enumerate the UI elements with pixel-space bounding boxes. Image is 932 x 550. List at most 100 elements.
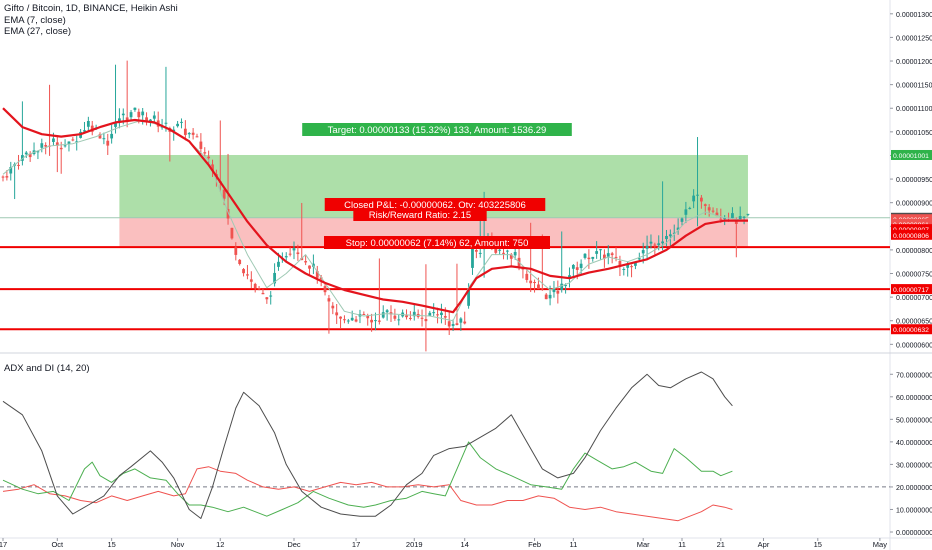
candle-body [370, 319, 373, 323]
candle-body [110, 133, 114, 139]
candle-body [377, 320, 381, 322]
candle-body [606, 253, 610, 257]
candle-body [183, 128, 187, 135]
candle-body [52, 138, 55, 142]
candle-body [595, 251, 599, 254]
risk-reward-label: Risk/Reward Ratio: 2.15 [353, 208, 487, 221]
candle-body [385, 310, 389, 313]
candle-body [428, 312, 432, 316]
candle-body [521, 268, 525, 270]
time-tick-label: 2019 [406, 540, 423, 549]
candle-body [261, 292, 265, 295]
candle-body [494, 247, 498, 253]
candle-body [28, 153, 32, 158]
candle-body [83, 130, 86, 132]
candle-body [24, 152, 28, 155]
candle-body [5, 176, 9, 178]
candle-body [544, 294, 548, 300]
candle-body [44, 145, 48, 147]
candle-body [424, 319, 428, 322]
candle-body [354, 319, 358, 322]
price-tick-label: 0.00000800 [896, 248, 932, 255]
candle-body [125, 117, 129, 121]
candle-body [502, 252, 505, 254]
candle-body [230, 227, 234, 239]
candle-body [641, 250, 645, 254]
candle-body [506, 250, 509, 252]
candle-body [455, 323, 459, 326]
candle-body [242, 269, 245, 274]
candle-body [451, 324, 455, 326]
time-tick-label: 21 [717, 540, 725, 549]
candle-body [191, 132, 195, 135]
candle-body [723, 218, 727, 220]
candle-body [552, 288, 556, 293]
candle-body [133, 107, 137, 110]
candle-body [389, 312, 393, 315]
candle-body [152, 115, 156, 119]
candle-body [463, 321, 467, 324]
candle-body [537, 284, 540, 290]
ema-fast-legend: EMA (7, close) [4, 15, 66, 26]
candle-body [187, 132, 191, 135]
closed-pnl-label-text: Closed P&L: -0.00000062, Qty: 403225806 [344, 200, 526, 211]
price-tag-bg [891, 324, 932, 335]
candle-body [513, 251, 517, 256]
candle-body [40, 143, 44, 148]
candle-body [253, 283, 257, 289]
candle-body [471, 246, 474, 268]
candle-body [603, 254, 606, 259]
candle-body [614, 256, 618, 258]
candle-body [343, 319, 346, 321]
candle-body [118, 118, 121, 122]
candle-body [661, 241, 664, 244]
adx-tick-label: 50.00000000 [896, 417, 932, 424]
candle-body [579, 263, 583, 269]
candle-body [246, 274, 249, 276]
adx-panel-title: ADX and DI (14, 20) [4, 363, 90, 374]
price-tick-label: 0.00001200 [896, 59, 932, 66]
candle-body [98, 134, 102, 139]
candle-body [304, 261, 308, 263]
candle-body [474, 250, 478, 252]
di-minus-line [2, 466, 733, 522]
target-label-bg [302, 123, 572, 136]
candle-body [548, 294, 552, 299]
candle-body [645, 245, 649, 249]
candle-body [211, 164, 214, 171]
price-tick-label: 0.00000900 [896, 201, 932, 208]
time-tick-label: Oct [51, 540, 64, 549]
candle-body [634, 262, 637, 266]
stop-label: Stop: 0.00000062 (7.14%) 62, Amount: 750 [324, 236, 550, 249]
candle-body [556, 290, 560, 294]
candle-body [374, 320, 377, 322]
time-tick-label: 11 [678, 540, 686, 549]
candle-body [90, 125, 94, 132]
candle-body [432, 312, 436, 314]
candle-body [234, 247, 238, 255]
candle-body [315, 271, 319, 278]
stop-label-text: Stop: 0.00000062 (7.14%) 62, Amount: 750 [346, 238, 529, 249]
candle-body [269, 295, 273, 297]
candle-body [630, 266, 633, 268]
candle-body [409, 317, 412, 319]
candle-body [676, 227, 680, 231]
candle-body [700, 197, 703, 202]
candle-body [164, 122, 168, 124]
candle-body [668, 234, 672, 237]
candle-body [742, 216, 746, 218]
price-tag-bg [891, 224, 932, 235]
candle-body [715, 212, 719, 217]
candle-body [222, 189, 226, 199]
price-tag-label: 0.00000717 [893, 287, 929, 294]
price-tick-label: 0.00001250 [896, 35, 932, 42]
candle-body [637, 258, 641, 260]
candle-body [323, 286, 327, 293]
candle-body [591, 256, 595, 259]
time-tick-label: Mar [637, 540, 650, 549]
time-tick-label: Dec [287, 540, 301, 549]
candle-body [195, 136, 199, 138]
price-tick-label: 0.00001300 [896, 12, 932, 19]
candle-body [180, 121, 183, 123]
